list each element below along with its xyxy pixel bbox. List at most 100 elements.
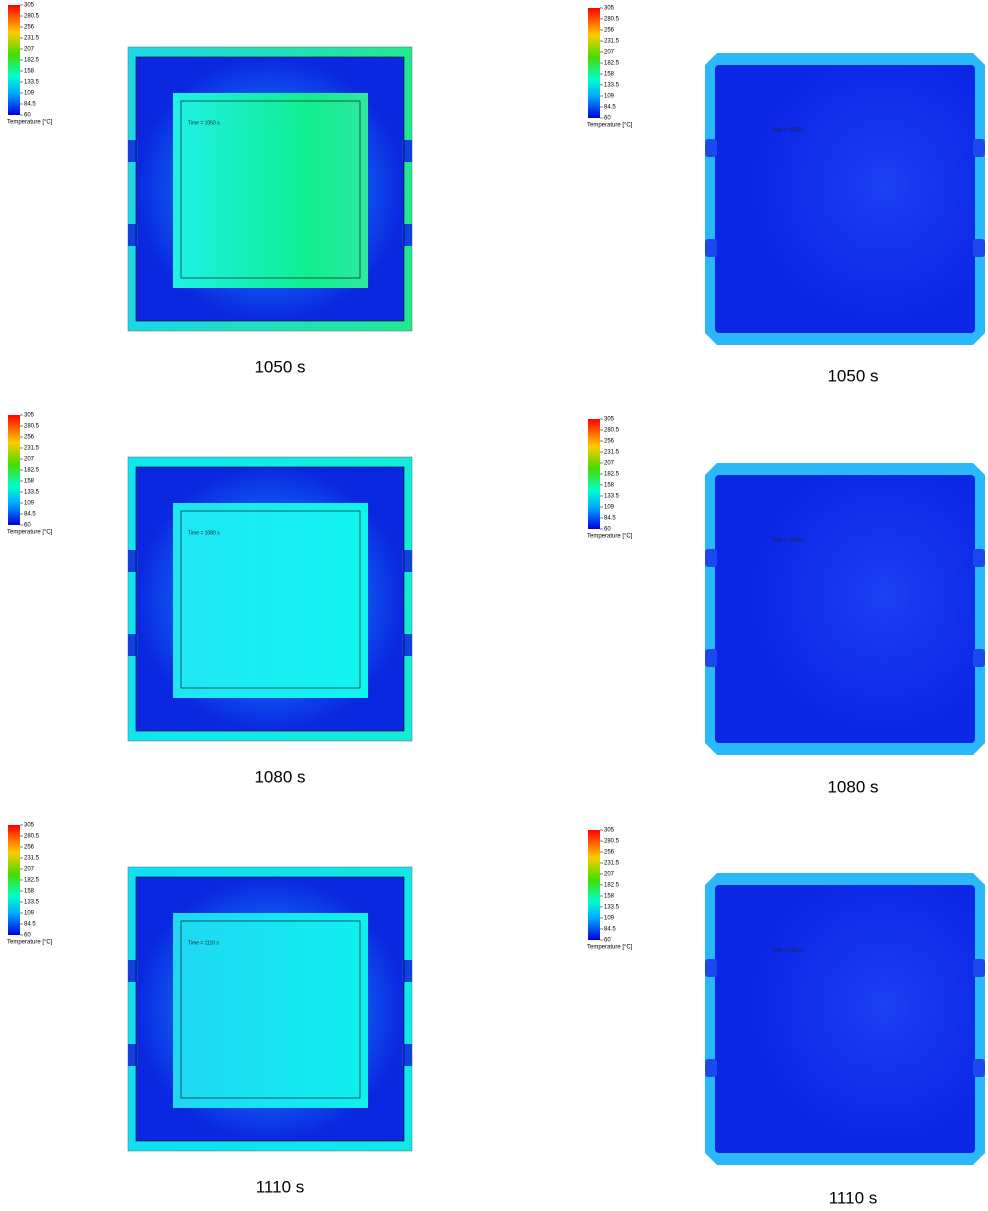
mold-plan-image: Time = 1110 s [705,873,985,1165]
color-legend: 305 280.5 256 231.5 207 182.5 158 133.5 109 84.5 6… [587,6,633,129]
legend-tick-label: 256 [604,439,615,445]
caption: 1080 s [827,777,878,796]
legend-bar [8,5,20,115]
notch [402,140,412,162]
legend-title: Temperature [°C] [587,123,633,129]
legend-tick-label: 158 [24,479,35,485]
legend-tick-label: 207 [604,461,615,467]
caption: 1050 s [827,366,878,385]
legend-bar [8,825,20,935]
legend-tick-label: 305 [604,417,615,423]
legend-tick-label: 231.5 [604,861,620,867]
outline [135,56,405,322]
legend-tick-label: 280.5 [604,428,620,434]
legend-tick-label: 305 [604,828,615,834]
color-legend: 305 280.5 256 231.5 207 182.5 158 133.5 109 84.5 6… [7,413,53,536]
notch [973,959,985,977]
legend-tick-label: 60 [604,527,611,533]
time-label: Time = 1110 s [772,947,803,953]
legend-tick-label: 207 [24,47,35,53]
legend-tick-label: 60 [24,523,31,529]
notch [128,1044,138,1066]
legend-tick-label: 280.5 [24,14,40,20]
legend-tick-label: 133.5 [604,83,620,89]
legend-title: Temperature [°C] [587,534,633,540]
caption: 1110 s [256,1177,305,1196]
legend-bar [588,419,600,529]
mold-plan-image: Time = 1080 s [705,463,985,755]
outline [135,876,405,1142]
legend-bar [588,8,600,118]
notch [973,139,985,157]
notch [128,960,138,982]
legend-tick-label: 231.5 [604,39,620,45]
color-legend: 305 280.5 256 231.5 207 182.5 158 133.5 109 84.5 6… [587,828,633,951]
time-label: Time = 1080 s [772,537,804,543]
legend-tick-label: 109 [24,501,35,507]
legend-tick-label: 256 [604,850,615,856]
legend-tick-label: 305 [24,823,35,829]
legend-tick-label: 109 [24,91,35,97]
legend-title: Temperature [°C] [587,945,633,951]
interior [715,475,975,743]
legend-tick-label: 207 [604,50,615,56]
notch [402,634,412,656]
legend-tick-label: 182.5 [24,468,40,474]
legend-tick-label: 280.5 [604,839,620,845]
legend-tick-label: 133.5 [24,490,40,496]
notch [705,1059,717,1077]
legend-tick-label: 182.5 [604,61,620,67]
notch [705,239,717,257]
notch [973,549,985,567]
notch [402,550,412,572]
notch [402,224,412,246]
legend-tick-label: 158 [24,889,35,895]
mold-section-image: Time = 1110 s [127,866,413,1152]
notch [128,634,138,656]
legend-tick-label: 133.5 [604,905,620,911]
notch [973,239,985,257]
legend-tick-label: 280.5 [24,834,40,840]
legend-tick-label: 84.5 [24,102,36,108]
time-label: Time = 1050 s [188,120,220,126]
core-outline [180,100,361,279]
notch [705,649,717,667]
legend-tick-label: 182.5 [24,58,40,64]
legend-tick-label: 84.5 [604,516,616,522]
legend-tick-label: 305 [604,6,615,12]
legend-title: Temperature [°C] [7,530,53,536]
legend-tick-label: 158 [24,69,35,75]
notch [402,1044,412,1066]
legend-tick-label: 305 [24,3,35,9]
legend-tick-label: 231.5 [24,446,40,452]
notch [128,550,138,572]
legend-tick-label: 280.5 [24,424,40,430]
interior [715,885,975,1153]
legend-tick-label: 84.5 [604,927,616,933]
mold-section-image: Time = 1080 s [127,456,413,742]
legend-tick-label: 84.5 [24,922,36,928]
core [173,503,368,698]
caption: 1110 s [829,1188,878,1207]
notch [128,224,138,246]
legend-tick-label: 158 [604,72,615,78]
outline [135,466,405,732]
legend-tick-label: 133.5 [24,900,40,906]
time-label: Time = 1110 s [188,940,219,946]
legend-tick-label: 182.5 [604,883,620,889]
legend-tick-label: 109 [604,505,615,511]
legend-tick-label: 158 [604,894,615,900]
caption: 1050 s [254,357,305,376]
legend-tick-label: 158 [604,483,615,489]
notch [128,140,138,162]
mold-plan-image: Time = 1050 s [705,53,985,345]
legend-bar [588,830,600,940]
legend-tick-label: 231.5 [24,36,40,42]
legend-tick-label: 207 [604,872,615,878]
core-outline [180,920,361,1099]
legend-tick-label: 256 [24,845,35,851]
notch [705,549,717,567]
legend-tick-label: 84.5 [604,105,616,111]
notch [973,649,985,667]
